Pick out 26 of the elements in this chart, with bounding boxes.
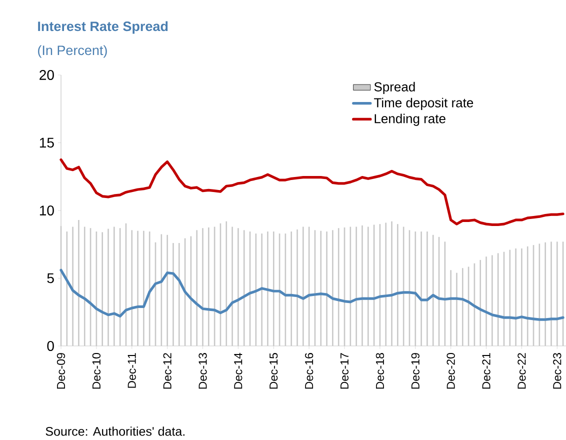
x-tick-label: Dec-09 xyxy=(56,353,66,389)
source-note: Source: Authorities' data. xyxy=(46,426,184,436)
y-tick-label: 10 xyxy=(40,206,54,216)
legend-label: Spread xyxy=(374,82,415,94)
x-tick-label: Dec-14 xyxy=(234,352,242,389)
legend-label: Time deposit rate xyxy=(374,98,474,110)
x-tick-label: Dec-18 xyxy=(376,353,384,389)
x-tick-label: Dec-16 xyxy=(305,353,314,389)
x-tick-label: Dec-11 xyxy=(128,353,136,388)
x-tick-label: Dec-21 xyxy=(482,353,490,389)
y-tick-label: 20 xyxy=(40,70,54,80)
chart-title: Interest Rate Spread xyxy=(38,21,168,34)
x-tick-label: Dec-15 xyxy=(270,353,278,389)
y-tick-label: 5 xyxy=(47,273,54,284)
x-tick-label: Dec-12 xyxy=(163,353,172,389)
y-tick-label: 15 xyxy=(40,138,54,148)
chart-subtitle: (In Percent) xyxy=(38,45,107,58)
x-tick-label: Dec-22 xyxy=(518,353,526,389)
x-tick-label: Dec-13 xyxy=(198,353,207,389)
x-tick-label: Dec-23 xyxy=(553,353,562,389)
legend-label: Lending rate xyxy=(374,114,446,126)
x-tick-label: Dec-19 xyxy=(411,353,420,389)
x-tick-label: Dec-20 xyxy=(446,352,455,389)
x-tick-label: Dec-17 xyxy=(340,353,349,389)
y-tick-label: 0 xyxy=(47,341,54,351)
x-tick-label: Dec-10 xyxy=(92,352,101,389)
